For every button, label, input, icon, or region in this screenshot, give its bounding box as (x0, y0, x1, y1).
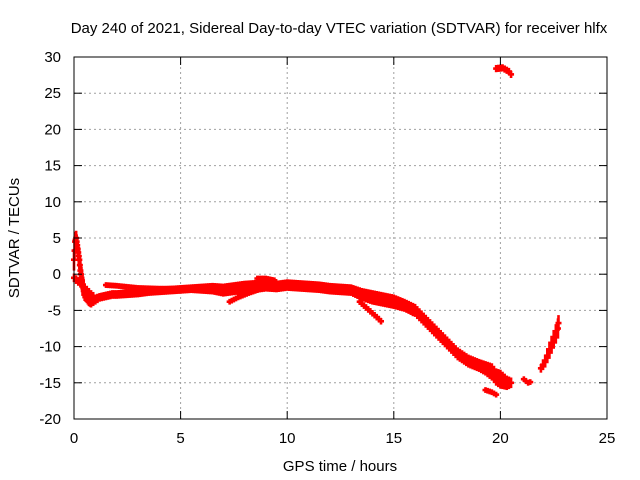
x-tick-label: 20 (492, 430, 509, 447)
y-tick-label: 5 (53, 230, 61, 247)
y-tick-label: -15 (39, 375, 61, 392)
y-tick-label: -20 (39, 411, 61, 428)
y-tick-label: 0 (53, 266, 61, 283)
y-tick-label: 10 (44, 194, 61, 211)
y-tick-label: 25 (44, 85, 61, 102)
x-tick-label: 10 (279, 430, 296, 447)
y-tick-label: -10 (39, 339, 61, 356)
y-tick-label: 30 (44, 49, 61, 66)
y-axis-label: SDTVAR / TECUs (6, 178, 23, 298)
y-tick-label: 20 (44, 121, 61, 138)
x-axis-label: GPS time / hours (283, 458, 397, 475)
grid-layer (74, 57, 607, 419)
tick-layer: 0 5 10 15 20 25 -20 -15 -10 -5 0 5 10 15 20 25 30 (39, 49, 615, 447)
data-layer (71, 64, 562, 398)
x-tick-label: 0 (70, 430, 78, 447)
y-tick-label: -5 (48, 302, 61, 319)
x-tick-label: 5 (176, 430, 184, 447)
x-tick-label: 15 (385, 430, 402, 447)
y-tick-label: 15 (44, 158, 61, 175)
chart-title: Day 240 of 2021, Sidereal Day-to-day VTE… (71, 20, 608, 37)
x-tick-label: 25 (599, 430, 616, 447)
